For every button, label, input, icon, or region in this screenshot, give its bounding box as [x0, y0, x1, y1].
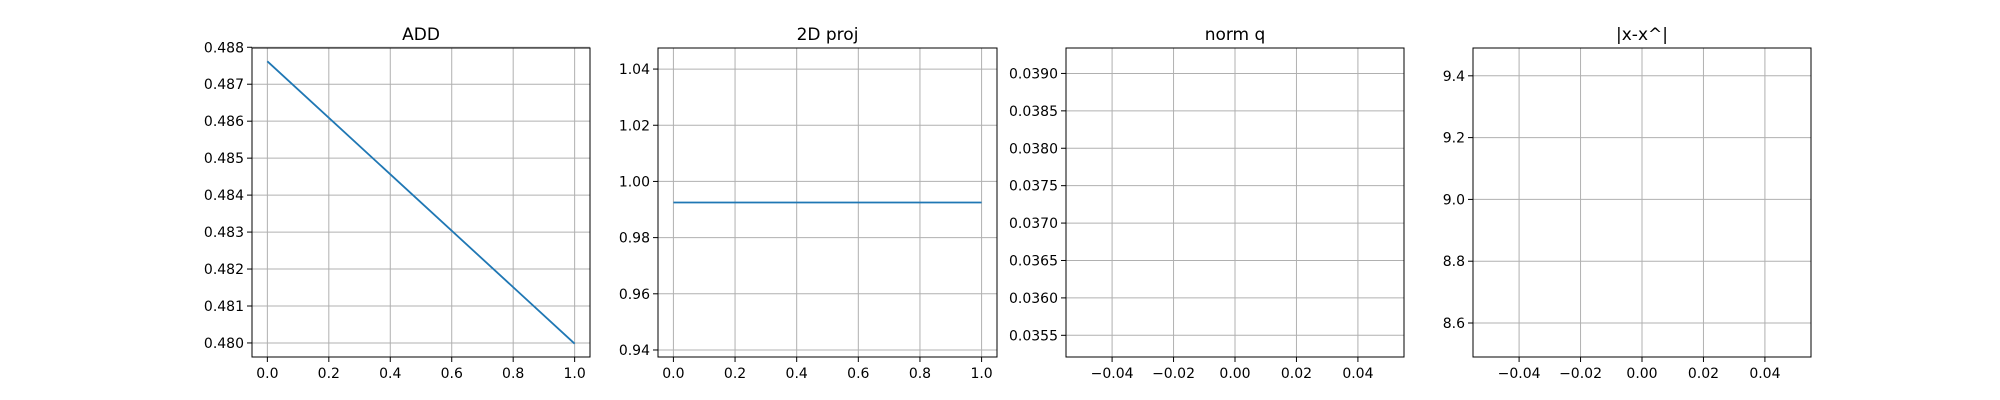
panel-add-xtick-label-0: 0.0 — [256, 366, 278, 382]
panel-add-ytick-label-7: 0.487 — [204, 77, 244, 93]
subplot-x-error: −0.04 −0.02 0.00 0.02 0.04 8.6 8.8 9.0 9.2 9.4 |x-… — [1443, 25, 1812, 382]
panel-add-ytick-label-1: 0.481 — [204, 299, 244, 315]
panel-2d-proj-xtick-label-1: 0.2 — [724, 366, 746, 382]
panel-norm-q-xtick-label-4: 0.04 — [1342, 366, 1373, 382]
panel-norm-q-ytick-label-0: 0.0355 — [1009, 328, 1058, 344]
panel-2d-proj-ytick-label-3: 1.00 — [619, 174, 650, 190]
panel-2d-proj-xtick-label-3: 0.6 — [847, 366, 869, 382]
panel-add-ytick-label-4: 0.484 — [204, 188, 244, 204]
panel-add-xtick-label-4: 0.8 — [502, 366, 524, 382]
panel-x-error-ytick-label-2: 9.0 — [1443, 192, 1465, 208]
panel-add-ytick-label-6: 0.486 — [204, 114, 244, 130]
panel-add-ytick-label-3: 0.483 — [204, 225, 244, 241]
panel-2d-proj-xtick-label-2: 0.4 — [786, 366, 808, 382]
panel-x-error-ytick-label-1: 8.8 — [1443, 254, 1465, 270]
panel-norm-q-ytick-label-6: 0.0385 — [1009, 104, 1058, 120]
panel-x-error-title: |x-x^| — [1616, 25, 1668, 45]
panel-x-error-ytick-label-3: 9.2 — [1443, 131, 1465, 147]
panel-add-ytick-label-2: 0.482 — [204, 262, 244, 278]
panel-2d-proj-xtick-label-5: 1.0 — [970, 366, 992, 382]
panel-add-ytick-label-8: 0.488 — [204, 40, 244, 56]
panel-norm-q-xtick-label-2: 0.00 — [1219, 366, 1250, 382]
panel-norm-q-ytick-label-1: 0.0360 — [1009, 291, 1058, 307]
panel-x-error-xtick-label-3: 0.02 — [1688, 366, 1719, 382]
panel-x-error-xtick-label-2: 0.00 — [1626, 366, 1657, 382]
panel-add-xtick-label-1: 0.2 — [318, 366, 340, 382]
panel-norm-q-xtick-label-0: −0.04 — [1091, 366, 1134, 382]
subplot-norm-q: −0.04 −0.02 0.00 0.02 0.04 0.0355 0.0360 0.0365… — [1009, 25, 1405, 382]
panel-2d-proj-ytick-label-5: 1.04 — [619, 62, 650, 78]
panel-norm-q-ytick-label-5: 0.0380 — [1009, 141, 1058, 157]
panel-2d-proj-ytick-label-2: 0.98 — [619, 231, 650, 247]
panel-2d-proj-xtick-label-0: 0.0 — [662, 366, 684, 382]
panel-2d-proj-ytick-label-1: 0.96 — [619, 287, 650, 303]
panel-norm-q-ytick-label-3: 0.0370 — [1009, 216, 1058, 232]
panel-add-ytick-label-0: 0.480 — [204, 336, 244, 352]
panel-2d-proj-title: 2D proj — [797, 25, 859, 45]
panel-x-error-xtick-label-4: 0.04 — [1749, 366, 1780, 382]
subplot-add: 0.0 0.2 0.4 0.6 0.8 1.0 0.480 0.481 0.482 0.483 0.… — [204, 25, 591, 382]
panel-x-error-ytick-label-0: 8.6 — [1443, 316, 1465, 332]
panel-add-xtick-label-2: 0.4 — [379, 366, 401, 382]
panel-2d-proj-xtick-label-4: 0.8 — [909, 366, 931, 382]
panel-add-series-line-0 — [266, 60, 576, 345]
panel-2d-proj-axes-frame — [657, 47, 998, 358]
panel-add-axes-frame — [251, 47, 591, 358]
panel-norm-q-xtick-label-3: 0.02 — [1281, 366, 1312, 382]
panel-add-ytick-label-5: 0.485 — [204, 151, 244, 167]
panel-x-error-xtick-label-0: −0.04 — [1498, 366, 1541, 382]
panel-x-error-xtick-label-1: −0.02 — [1559, 366, 1602, 382]
panel-norm-q-ytick-label-4: 0.0375 — [1009, 179, 1058, 195]
panel-x-error-ytick-label-4: 9.4 — [1443, 69, 1465, 85]
panel-norm-q-ytick-label-2: 0.0365 — [1009, 253, 1058, 269]
subplot-2d-proj: 0.0 0.2 0.4 0.6 0.8 1.0 0.94 0.96 0.98 1.00 1.02 1.… — [619, 25, 998, 382]
panel-2d-proj-ytick-label-4: 1.02 — [619, 118, 650, 134]
panel-norm-q-title: norm q — [1205, 25, 1266, 45]
panel-add-xtick-label-5: 1.0 — [564, 366, 586, 382]
panel-norm-q-ytick-label-7: 0.0390 — [1009, 66, 1058, 82]
panel-norm-q-xtick-label-1: −0.02 — [1152, 366, 1195, 382]
panel-add-xtick-label-3: 0.6 — [441, 366, 463, 382]
panel-add-title: ADD — [402, 25, 440, 45]
panel-2d-proj-ytick-label-0: 0.94 — [619, 343, 650, 359]
